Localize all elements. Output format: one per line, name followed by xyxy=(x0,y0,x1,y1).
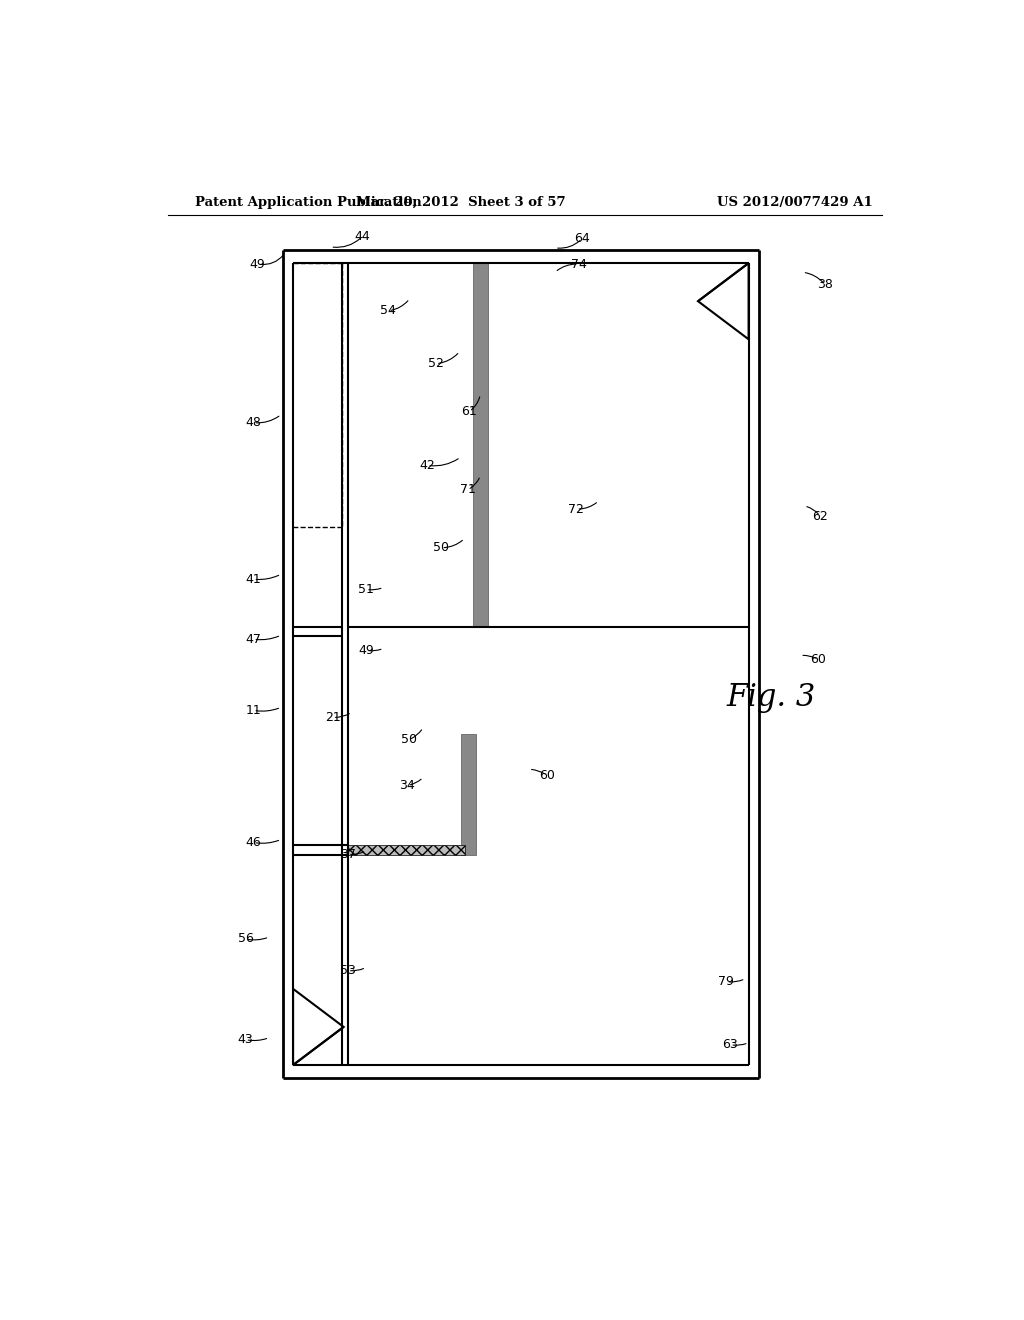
Text: 41: 41 xyxy=(246,573,261,586)
Text: 34: 34 xyxy=(399,779,415,792)
Text: 44: 44 xyxy=(354,230,370,243)
Bar xyxy=(473,263,487,627)
Text: 46: 46 xyxy=(246,836,261,849)
Text: 37: 37 xyxy=(340,849,355,861)
Text: 71: 71 xyxy=(460,483,475,496)
Text: Mar. 29, 2012  Sheet 3 of 57: Mar. 29, 2012 Sheet 3 of 57 xyxy=(356,195,566,209)
Text: 79: 79 xyxy=(719,975,734,989)
Text: 62: 62 xyxy=(812,510,827,523)
Bar xyxy=(348,845,465,854)
Text: 48: 48 xyxy=(246,416,261,429)
Text: Fig. 3: Fig. 3 xyxy=(726,681,815,713)
Text: 49: 49 xyxy=(358,644,374,657)
Text: 21: 21 xyxy=(325,711,341,723)
Text: 49: 49 xyxy=(250,257,265,271)
Text: 60: 60 xyxy=(539,768,555,781)
Text: 60: 60 xyxy=(810,653,826,667)
Text: 54: 54 xyxy=(380,305,396,317)
Text: 63: 63 xyxy=(723,1039,738,1051)
Text: 52: 52 xyxy=(428,358,443,370)
Text: US 2012/0077429 A1: US 2012/0077429 A1 xyxy=(717,195,872,209)
Bar xyxy=(462,734,475,854)
Text: 64: 64 xyxy=(574,232,590,246)
Text: 56: 56 xyxy=(238,932,253,945)
Text: 50: 50 xyxy=(401,734,417,746)
Text: 51: 51 xyxy=(358,583,374,595)
Text: 74: 74 xyxy=(570,257,587,271)
Text: 61: 61 xyxy=(462,405,477,418)
Text: Patent Application Publication: Patent Application Publication xyxy=(196,195,422,209)
Text: 47: 47 xyxy=(246,632,261,645)
Text: 11: 11 xyxy=(246,704,261,717)
Text: 42: 42 xyxy=(419,459,435,471)
Text: 38: 38 xyxy=(817,279,833,290)
Text: 53: 53 xyxy=(340,964,355,977)
Text: 50: 50 xyxy=(433,541,450,554)
Text: 72: 72 xyxy=(568,503,585,516)
Text: 43: 43 xyxy=(238,1034,253,1047)
